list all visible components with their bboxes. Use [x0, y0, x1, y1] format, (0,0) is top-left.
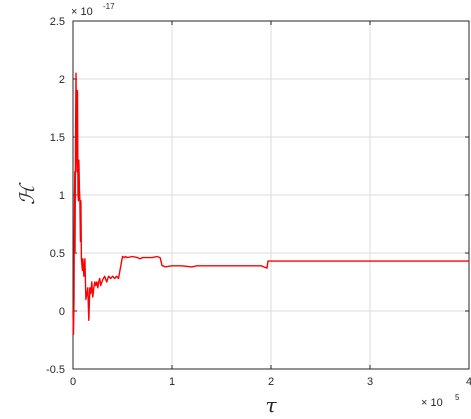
grid: [73, 21, 469, 369]
y-tick-label: 0: [59, 306, 65, 318]
y-multiplier: × 10 -17: [71, 2, 115, 18]
x-tick-label: 3: [367, 376, 373, 388]
x-multiplier: × 10 5: [421, 393, 460, 409]
y-multiplier-exponent: -17: [103, 2, 115, 11]
series-line-0: [72, 72, 469, 335]
y-multiplier-base: × 10: [71, 6, 93, 18]
y-axis-label: ℋ: [15, 182, 39, 205]
x-axis-label: 𝜏: [265, 393, 277, 417]
y-tick-label: 2: [59, 74, 65, 86]
y-tick-label: 0.5: [50, 248, 65, 260]
x-tick-label: 0: [70, 376, 76, 388]
tick-labels: 0 1 2 3 4 -0.5 0 0.5 1 1.5 2 2.5: [46, 16, 471, 388]
x-tick-label: 1: [169, 376, 175, 388]
y-tick-label: -0.5: [46, 364, 65, 376]
y-tick-label: 1: [59, 190, 65, 202]
x-multiplier-base: × 10: [421, 397, 443, 409]
series-layer: [72, 72, 469, 335]
y-tick-label: 1.5: [50, 132, 65, 144]
x-multiplier-exponent: 5: [455, 393, 460, 402]
y-tick-label: 2.5: [50, 16, 65, 28]
x-tick-label: 2: [268, 376, 274, 388]
x-tick-label: 4: [466, 376, 471, 388]
